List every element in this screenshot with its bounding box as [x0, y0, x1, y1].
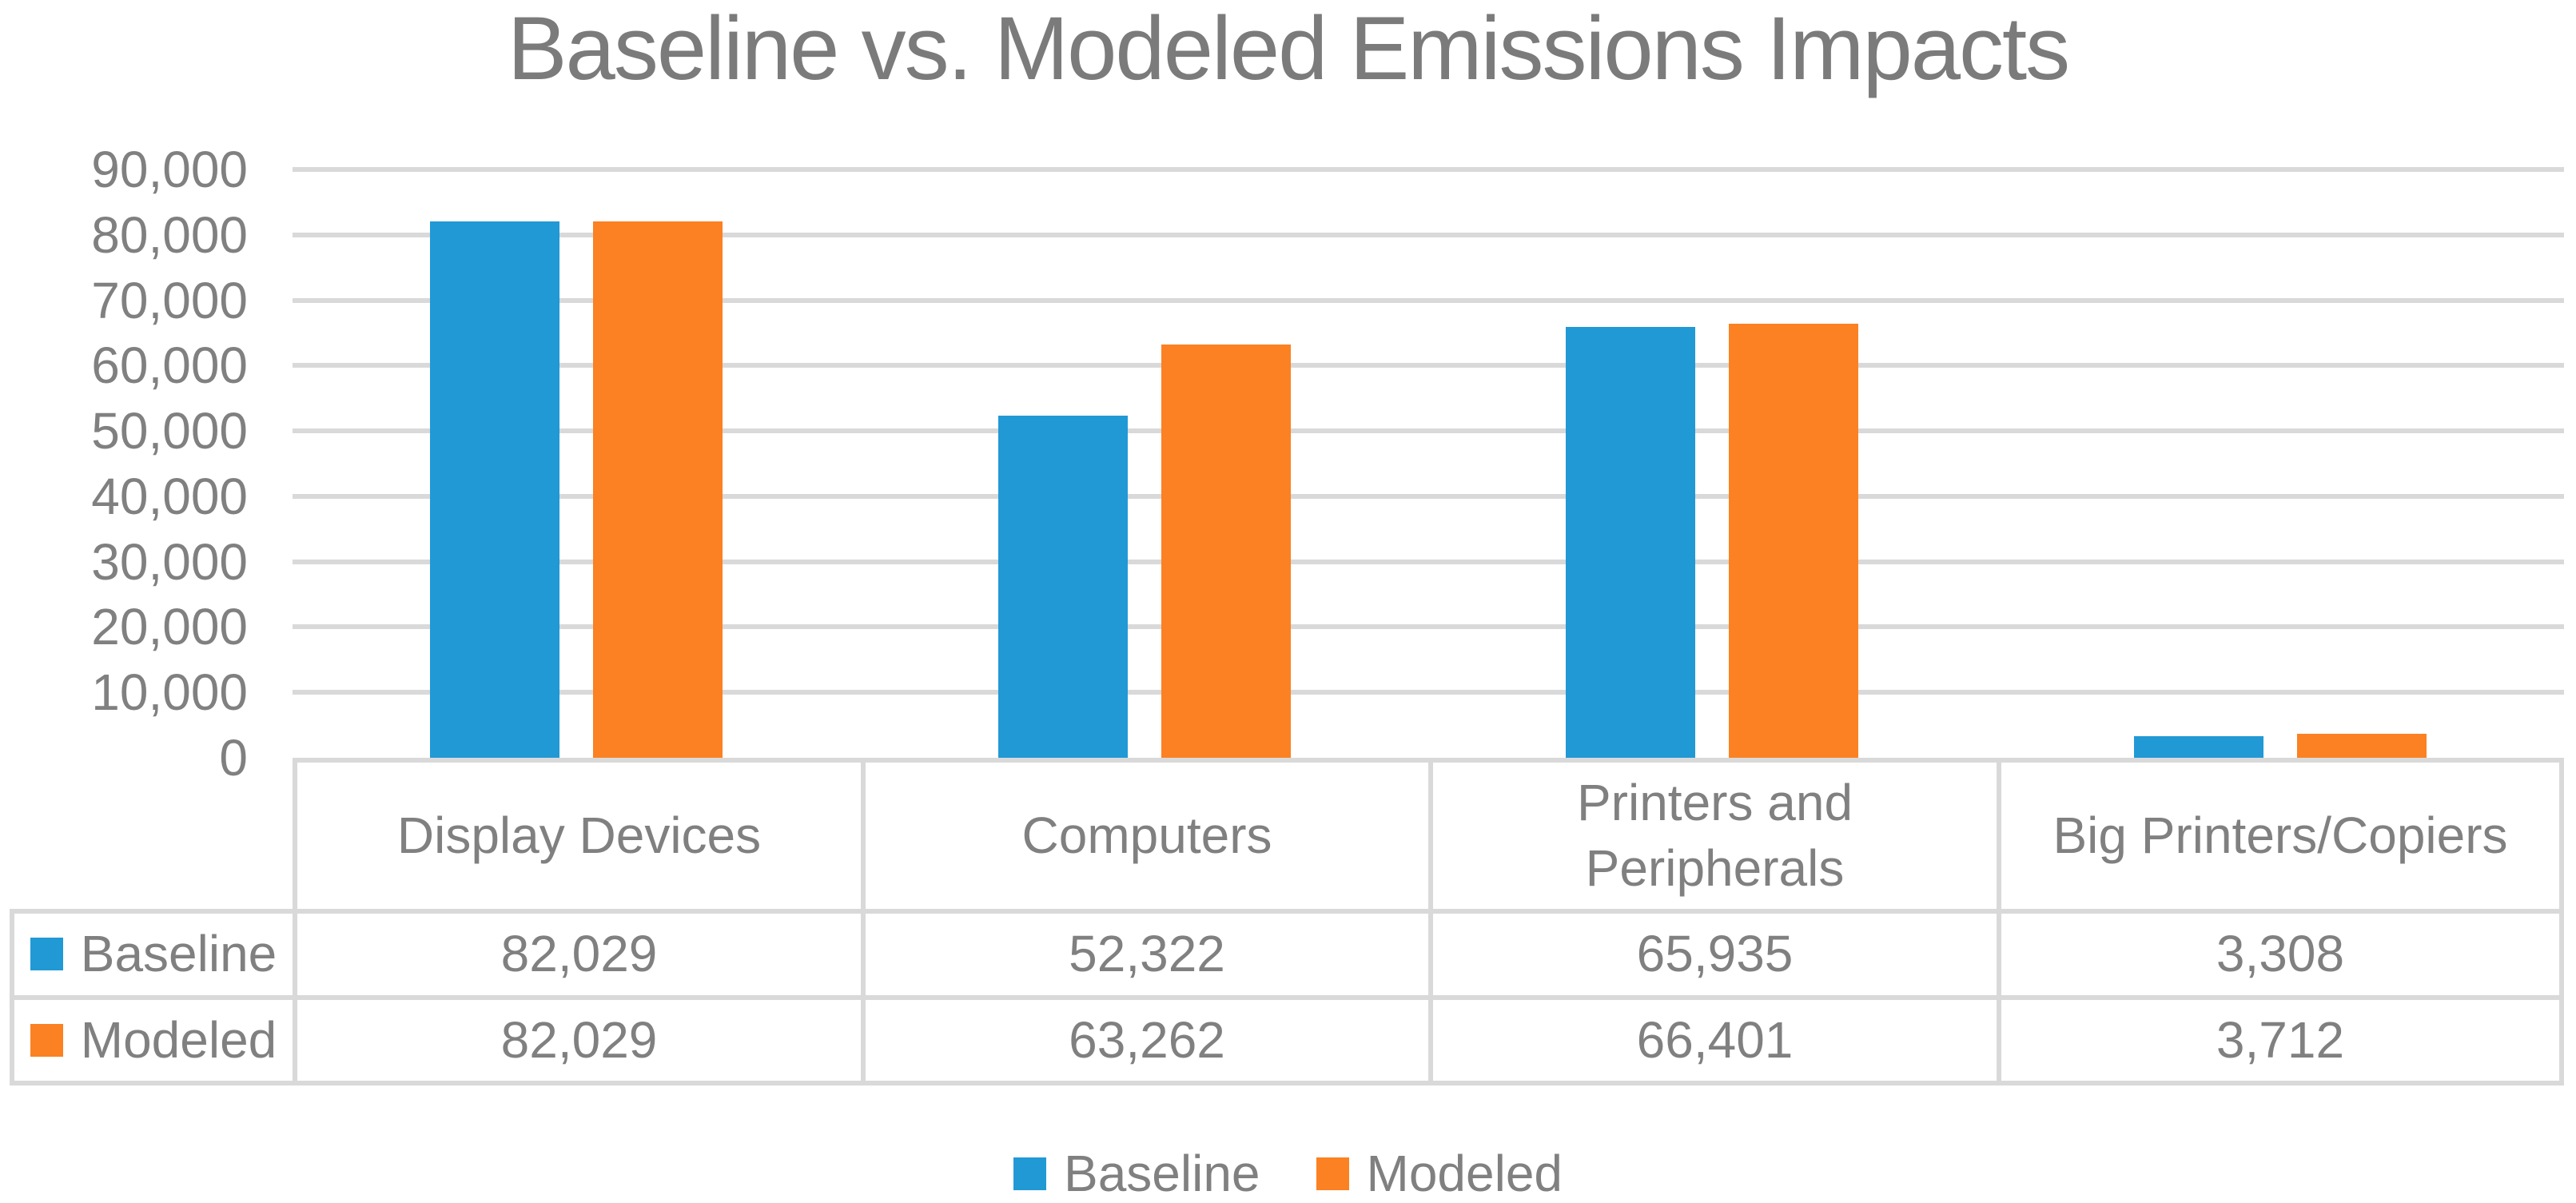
y-tick-label: 40,000 — [91, 468, 248, 525]
y-tick-label: 80,000 — [91, 206, 248, 264]
table-row-label-modeled: Modeled — [14, 1000, 293, 1080]
bar-modeled-big-printers-copiers — [2296, 733, 2427, 758]
gridline — [293, 167, 2564, 172]
gridline — [293, 428, 2564, 433]
modeled-legend-swatch — [1316, 1157, 1349, 1190]
table-border-bottom — [10, 1081, 2564, 1085]
gridline — [293, 363, 2564, 368]
y-tick-label: 90,000 — [91, 141, 248, 198]
table-column-divider — [293, 758, 297, 1085]
table-border-right — [2559, 758, 2564, 1085]
bar-group-printers-peripherals — [1428, 169, 1997, 758]
table-value: 3,712 — [2216, 1011, 2345, 1069]
category-header: Big Printers/Copiers — [2052, 806, 2508, 864]
plot-area — [293, 167, 2565, 758]
y-tick-label: 20,000 — [91, 598, 248, 655]
bar-modeled-computers — [1161, 344, 1291, 758]
table-row-divider — [10, 995, 2564, 1000]
table-column-divider — [1997, 758, 2001, 1085]
table-value: 82,029 — [500, 925, 658, 982]
legend-item-baseline: Baseline — [1013, 1144, 1260, 1203]
series-label: Baseline — [80, 925, 277, 982]
gridline — [293, 494, 2564, 499]
legend: Baseline Modeled — [0, 1145, 2576, 1202]
bar-group-display-devices — [293, 169, 861, 758]
y-tick-label: 60,000 — [91, 337, 248, 394]
table-value: 3,308 — [2216, 925, 2345, 982]
gridline — [293, 233, 2564, 237]
legend-item-modeled: Modeled — [1316, 1144, 1563, 1203]
y-tick-label: 70,000 — [91, 272, 248, 329]
table-value: 82,029 — [500, 1011, 658, 1069]
chart-title: Baseline vs. Modeled Emissions Impacts — [507, 0, 2070, 98]
bar-modeled-printers-peripherals — [1729, 324, 1859, 758]
bar-baseline-big-printers-copiers — [2133, 735, 2263, 758]
gridline — [293, 560, 2564, 564]
gridline — [293, 298, 2564, 303]
gridline — [293, 690, 2564, 695]
legend-label: Baseline — [1064, 1145, 1260, 1202]
bar-baseline-printers-peripherals — [1566, 326, 1696, 758]
bar-modeled-display-devices — [593, 221, 723, 758]
y-tick-label: 0 — [219, 729, 248, 787]
baseline-legend-swatch — [1013, 1157, 1046, 1190]
bar-baseline-display-devices — [430, 221, 560, 758]
baseline-series-swatch — [30, 937, 63, 970]
table-row-divider — [10, 909, 2564, 914]
table-column-divider — [861, 758, 866, 1085]
table-column-divider — [1428, 758, 1433, 1085]
y-tick-label: 10,000 — [91, 663, 248, 721]
table-value: 52,322 — [1069, 925, 1225, 982]
bar-baseline-computers — [997, 416, 1128, 758]
table-value: 66,401 — [1636, 1011, 1794, 1069]
gridline — [293, 624, 2564, 629]
category-header: Printers and Peripherals — [1576, 773, 1853, 897]
modeled-series-swatch — [30, 1023, 63, 1057]
category-header: Display Devices — [396, 806, 762, 864]
y-tick-label: 30,000 — [91, 533, 248, 591]
table-value: 65,935 — [1636, 925, 1794, 982]
y-tick-label: 50,000 — [91, 402, 248, 460]
bar-group-big-printers-copiers — [1997, 169, 2565, 758]
table-border-left — [10, 909, 14, 1085]
table-value: 63,262 — [1069, 1011, 1225, 1069]
series-label: Modeled — [80, 1011, 277, 1069]
bar-group-computers — [861, 169, 1429, 758]
table-row-label-baseline: Baseline — [14, 914, 293, 994]
legend-label: Modeled — [1366, 1145, 1563, 1202]
category-header: Computers — [1021, 806, 1272, 864]
